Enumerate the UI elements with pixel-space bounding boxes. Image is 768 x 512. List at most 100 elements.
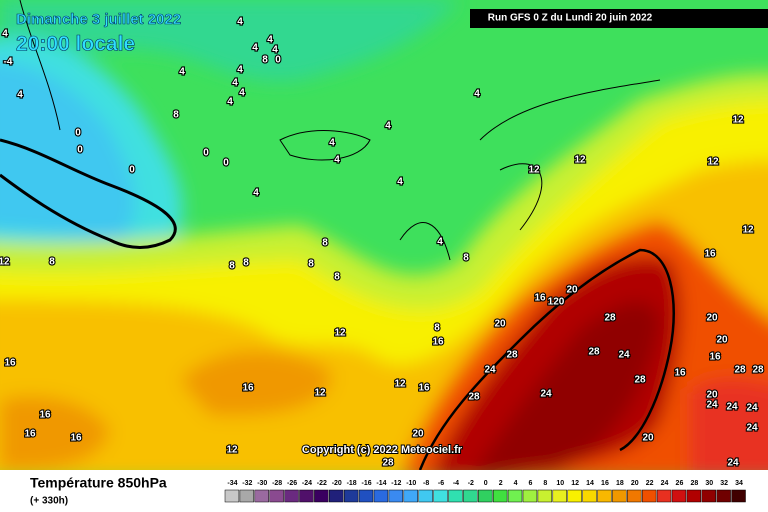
contour-label: 16 xyxy=(432,337,444,348)
contour-label: 12 xyxy=(0,257,10,268)
scale-swatch xyxy=(522,489,538,503)
contour-label: 28 xyxy=(634,375,646,386)
scale-label: -16 xyxy=(361,480,371,487)
contour-label: 12 xyxy=(314,388,326,399)
contour-label: 28 xyxy=(506,350,518,361)
scale-label: -30 xyxy=(257,480,267,487)
scale-label: 32 xyxy=(720,480,728,487)
scale-label: 24 xyxy=(661,480,669,487)
contour-label: 4 xyxy=(267,35,273,46)
scale-label: 16 xyxy=(601,480,609,487)
scale-label: 22 xyxy=(646,480,654,487)
scale-swatch xyxy=(314,489,329,503)
contour-label: 4 xyxy=(239,88,245,99)
contour-label: 20 xyxy=(494,319,506,330)
contour-label: 4 xyxy=(227,97,233,108)
scale-label: 8 xyxy=(543,480,547,487)
scale-swatch xyxy=(269,489,284,503)
contour-label: 8 xyxy=(49,257,55,268)
scale-swatch xyxy=(343,489,359,503)
contour-label: 4 xyxy=(474,89,480,100)
scale-swatch xyxy=(716,489,731,503)
contour-label: 12 xyxy=(226,445,238,456)
contour-label: 4 xyxy=(17,90,23,101)
scale-label: -26 xyxy=(287,480,297,487)
scale-swatch xyxy=(492,489,508,503)
contour-label: 4 xyxy=(2,29,8,40)
scale-label: 12 xyxy=(571,480,579,487)
contour-label: 24 xyxy=(540,389,552,400)
scale-label: -14 xyxy=(376,480,386,487)
contour-label: 0 xyxy=(223,158,229,169)
contour-label: 16 xyxy=(418,383,430,394)
contour-label: 120 xyxy=(548,297,565,308)
scale-label: 6 xyxy=(528,480,532,487)
scale-swatch xyxy=(448,489,463,503)
contour-label: 16 xyxy=(534,293,546,304)
scale-label: -4 xyxy=(453,480,459,487)
scale-swatch xyxy=(463,489,478,503)
scale-label: 20 xyxy=(631,480,639,487)
contour-label: 4 xyxy=(237,65,243,76)
scale-swatch xyxy=(433,489,448,503)
contour-label: 12 xyxy=(334,328,346,339)
run-box xyxy=(470,9,768,28)
copyright: Copyright (c) 2022 Meteociel.fr xyxy=(302,444,463,456)
scale-swatch xyxy=(254,489,269,503)
scale-swatch xyxy=(731,489,746,503)
contour-label: 0 xyxy=(129,165,135,176)
scale-swatch xyxy=(403,489,418,503)
temperature-field xyxy=(0,0,768,470)
contour-label: 28 xyxy=(752,365,764,376)
forecast-time: 20:00 locale xyxy=(16,33,135,56)
contour-label: 12 xyxy=(528,165,540,176)
scale-label: 30 xyxy=(705,480,713,487)
scale-swatch xyxy=(537,489,553,503)
scale-swatch xyxy=(418,489,433,503)
contour-label: 16 xyxy=(39,410,51,421)
contour-label: 12 xyxy=(394,379,406,390)
scale-label: -32 xyxy=(242,480,252,487)
contour-label: 12 xyxy=(732,115,744,126)
scale-label: -8 xyxy=(423,480,429,487)
scale-swatch xyxy=(627,489,642,503)
scale-label: 14 xyxy=(586,480,594,487)
scale-label: -22 xyxy=(317,480,327,487)
legend-subtitle: (+ 330h) xyxy=(30,496,68,507)
scale-label: 18 xyxy=(616,480,624,487)
contour-label: 4 xyxy=(237,17,243,28)
contour-label: 16 xyxy=(24,429,36,440)
contour-label: 20 xyxy=(716,335,728,346)
scale-label: -34 xyxy=(227,480,237,487)
scale-swatch xyxy=(582,489,597,503)
contour-label: 0 xyxy=(77,145,83,156)
contour-label: 8 xyxy=(322,238,328,249)
contour-label: 24 xyxy=(727,458,739,469)
contour-label: 12 xyxy=(742,225,754,236)
contour-label: 0 xyxy=(203,148,209,159)
contour-label: 4 xyxy=(437,237,443,248)
forecast-date: Dimanche 3 juillet 2022 xyxy=(16,11,181,28)
contour-label: 4 xyxy=(272,45,278,56)
scale-swatch xyxy=(656,489,672,503)
scale-swatch xyxy=(567,489,582,503)
contour-label: 0 xyxy=(75,128,81,139)
scale-label: -6 xyxy=(438,480,444,487)
contour-label: 20 xyxy=(412,429,424,440)
contour-label: 4 xyxy=(397,177,403,188)
contour-label: -4 xyxy=(4,57,13,68)
scale-label: 2 xyxy=(499,480,503,487)
contour-label: 24 xyxy=(726,402,738,413)
scale-label: 10 xyxy=(556,480,564,487)
scale-swatch xyxy=(373,489,389,503)
scale-label: -20 xyxy=(332,480,342,487)
scale-label: 26 xyxy=(676,480,684,487)
scale-swatch xyxy=(388,489,404,503)
contour-label: 12 xyxy=(574,155,586,166)
contour-label: 4 xyxy=(179,67,185,78)
contour-label: 8 xyxy=(463,253,469,264)
contour-label: 8 xyxy=(262,55,268,66)
contour-label: 16 xyxy=(4,358,16,369)
scale-swatch xyxy=(358,489,374,503)
